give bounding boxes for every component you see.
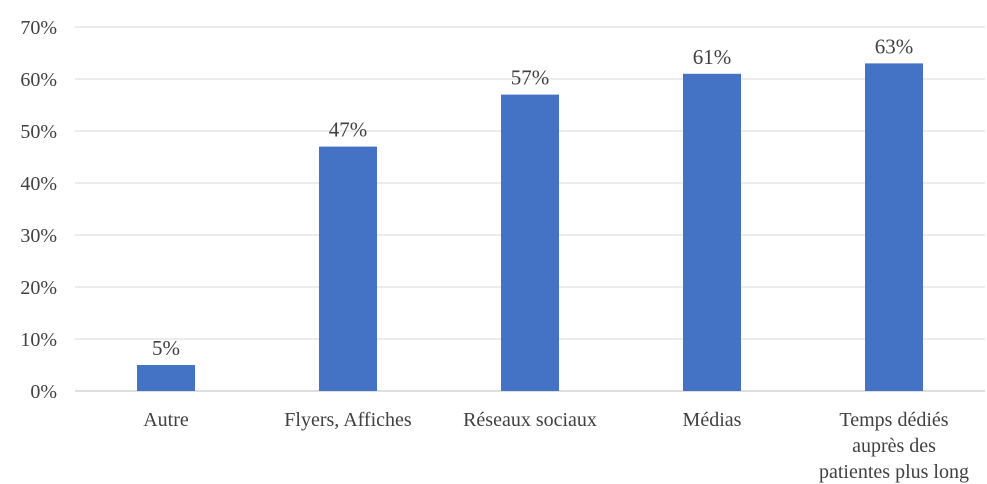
y-tick-label: 20% xyxy=(20,277,57,299)
y-axis-ticks: 0% 10% 20% 30% 40% 50% 60% 70% xyxy=(20,17,57,403)
y-tick-label: 60% xyxy=(20,69,57,91)
y-tick-label: 40% xyxy=(20,173,57,195)
x-category-label: Temps dédiés xyxy=(839,409,948,431)
data-label: 5% xyxy=(152,336,180,360)
x-category-label: Médias xyxy=(683,409,742,431)
y-tick-label: 30% xyxy=(20,225,57,247)
bar xyxy=(137,365,195,391)
bar xyxy=(319,146,377,391)
bar xyxy=(683,73,741,392)
x-category-label: Flyers, Affiches xyxy=(284,409,412,431)
y-tick-label: 70% xyxy=(20,17,57,39)
data-label: 57% xyxy=(511,66,550,90)
x-category-label: auprès des xyxy=(852,435,936,457)
bar xyxy=(865,63,923,392)
data-label: 63% xyxy=(875,34,914,58)
data-label: 61% xyxy=(693,45,732,69)
y-tick-label: 10% xyxy=(20,329,57,351)
x-category-label: Réseaux sociaux xyxy=(463,409,597,431)
x-category-label: Autre xyxy=(143,409,189,431)
data-labels: 5% 47% 57% 61% 63% xyxy=(152,34,913,360)
bars xyxy=(137,63,923,392)
x-category-label: patientes plus long xyxy=(819,461,969,483)
data-label: 47% xyxy=(329,118,368,142)
y-tick-label: 0% xyxy=(30,381,57,403)
x-axis-categories: Autre Flyers, Affiches Réseaux sociaux Médi… xyxy=(143,409,969,483)
y-tick-label: 50% xyxy=(20,121,57,143)
bar xyxy=(501,94,559,391)
